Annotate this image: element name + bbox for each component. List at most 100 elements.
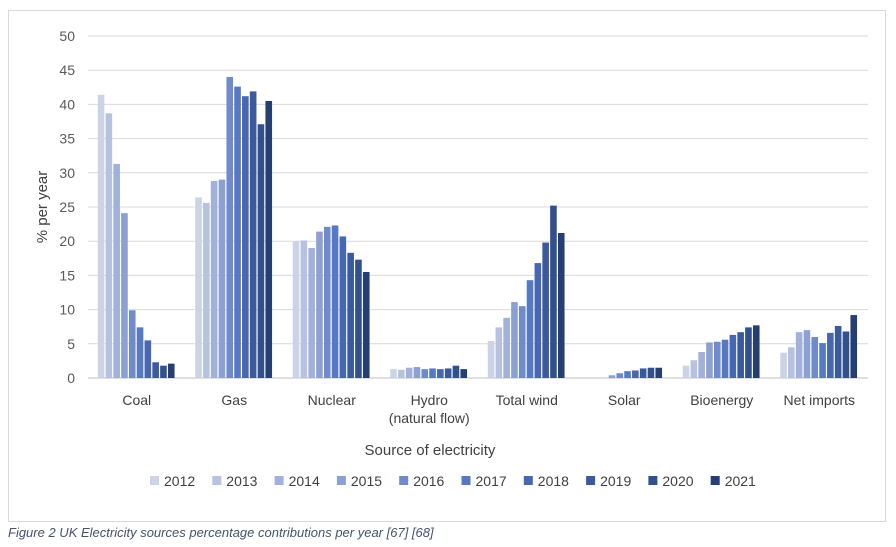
bar	[167, 363, 175, 378]
category-label: Coal	[122, 392, 151, 408]
category-label: Net imports	[783, 392, 855, 408]
legend-label: 2021	[725, 473, 756, 489]
bar	[210, 181, 218, 378]
bar	[682, 365, 690, 378]
bar	[616, 373, 624, 378]
bar	[152, 362, 159, 378]
bar	[390, 369, 397, 378]
bar	[300, 240, 308, 378]
y-tick-label: 0	[67, 370, 75, 386]
bar	[265, 100, 273, 378]
y-tick-label: 40	[59, 96, 75, 112]
bar	[308, 248, 315, 378]
category-label: Bioenergy	[690, 392, 753, 408]
bar	[105, 113, 113, 379]
bar	[827, 332, 834, 378]
bar	[542, 242, 549, 378]
bar	[819, 343, 826, 378]
legend-label: 2013	[226, 473, 257, 489]
bar	[203, 202, 210, 378]
bar	[249, 91, 257, 379]
legend-swatch	[399, 476, 409, 485]
bar	[292, 241, 300, 378]
bar	[608, 375, 616, 378]
legend-label: 2012	[164, 473, 195, 489]
bar	[195, 197, 202, 378]
category-label: Hydro (natural flow)	[389, 392, 470, 426]
legend-swatch	[336, 476, 346, 485]
category-label: Gas	[221, 392, 247, 408]
y-tick-label: 10	[59, 302, 75, 318]
bar	[647, 367, 655, 378]
legend-label: 2015	[351, 473, 382, 489]
bar	[226, 77, 234, 378]
bar	[557, 232, 565, 378]
bars	[97, 77, 858, 379]
bar	[121, 213, 128, 378]
bar	[526, 280, 534, 378]
bar	[405, 367, 413, 378]
legend-label: 2019	[600, 473, 631, 489]
bar	[632, 370, 639, 378]
bar	[752, 325, 760, 378]
bar	[834, 326, 842, 378]
bar	[136, 327, 144, 378]
category-label: Nuclear	[308, 392, 357, 408]
legend: 2012 2013 2014 2015 2016 2017 2018 2019 2020 2021	[150, 473, 756, 489]
bar	[690, 360, 698, 378]
bar	[128, 310, 136, 378]
y-tick-labels: 0 5 10 15 20 25 30 35 40 45 50	[59, 28, 75, 386]
bar	[803, 330, 811, 378]
bar	[257, 124, 265, 379]
legend-swatch	[586, 476, 596, 485]
bar	[745, 327, 752, 378]
figure-caption: Figure 2 UK Electricity sources percenta…	[8, 525, 434, 540]
y-tick-label: 25	[59, 199, 75, 215]
bar	[495, 327, 503, 378]
y-tick-label: 35	[59, 131, 75, 147]
legend-swatch	[648, 476, 658, 485]
legend-label: 2020	[662, 473, 693, 489]
legend-swatch	[523, 476, 533, 485]
legend-label: 2017	[476, 473, 507, 489]
category-label: Solar	[608, 392, 641, 408]
bar	[347, 252, 354, 378]
legend-swatch	[150, 476, 159, 485]
bar	[444, 368, 452, 378]
bar	[339, 236, 347, 378]
bar	[518, 306, 526, 378]
bar	[316, 231, 323, 378]
y-tick-label: 45	[59, 62, 75, 78]
bar	[713, 341, 721, 378]
bar	[113, 163, 120, 378]
legend-swatch	[461, 476, 471, 485]
bar	[437, 369, 444, 378]
bar	[452, 365, 460, 378]
bar	[811, 336, 819, 378]
bar	[655, 367, 663, 378]
category-labels: Coal Gas Nuclear Hydro (natural flow) Total w…	[122, 392, 855, 426]
bar	[788, 347, 795, 378]
bar	[639, 368, 647, 378]
bar	[421, 369, 429, 378]
legend-swatch	[212, 476, 222, 485]
legend-label: 2018	[538, 473, 569, 489]
bar	[511, 302, 518, 378]
bar	[355, 259, 362, 378]
y-tick-label: 50	[59, 28, 75, 44]
bar	[503, 317, 510, 378]
y-tick-label: 30	[59, 165, 75, 181]
legend-label: 2016	[413, 473, 444, 489]
bar	[550, 205, 557, 378]
bar	[737, 332, 744, 378]
bar	[398, 369, 405, 378]
bar	[160, 365, 167, 378]
bar	[362, 271, 370, 378]
bar	[429, 368, 436, 378]
bar	[144, 340, 152, 378]
bar	[323, 226, 331, 378]
chart-frame	[8, 10, 886, 522]
legend-label: 2014	[289, 473, 320, 489]
bar	[706, 342, 713, 378]
